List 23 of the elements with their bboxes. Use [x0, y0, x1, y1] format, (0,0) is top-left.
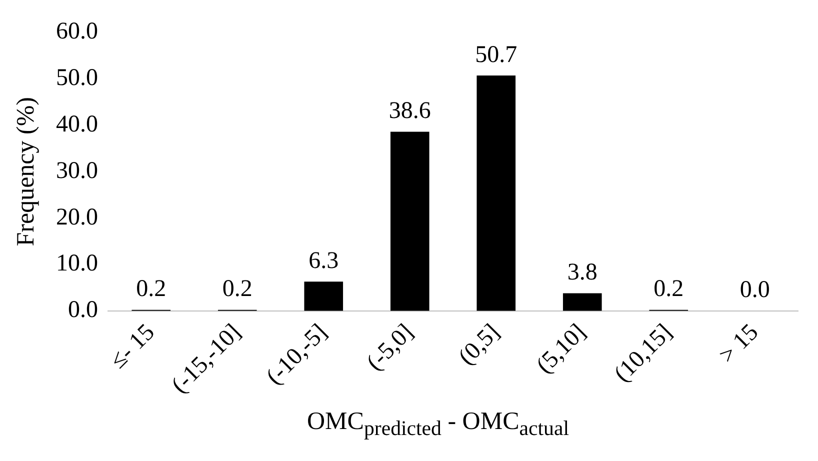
y-tick-label: 40.0	[56, 112, 98, 138]
bar	[562, 293, 602, 311]
data-label: 3.8	[567, 260, 598, 286]
data-label: 0.0	[740, 277, 770, 304]
y-tick-label: 60.0	[56, 18, 98, 45]
x-tick-label: ≤- 15	[105, 319, 160, 374]
y-tick-label: 0.0	[68, 297, 98, 324]
data-label: 0.2	[654, 276, 684, 302]
bar	[304, 282, 344, 311]
y-tick-label: 50.0	[56, 65, 98, 92]
y-axis-title: Frequency (%)	[12, 97, 40, 246]
data-label: 0.2	[136, 276, 166, 302]
y-tick-label: 10.0	[56, 250, 98, 277]
data-label: 50.7	[475, 42, 518, 68]
y-tick-label: 30.0	[56, 158, 98, 184]
bar	[476, 76, 516, 311]
x-tick-label: > 15	[714, 319, 764, 369]
x-axis-title: OMC$_{predicted}$ - OMC$_{actual}$	[306, 408, 570, 441]
bar	[390, 132, 430, 311]
data-label: 38.6	[388, 98, 431, 124]
y-tick-label: 20.0	[56, 204, 98, 230]
data-label: 6.3	[308, 248, 339, 274]
data-label: 0.2	[222, 276, 252, 302]
